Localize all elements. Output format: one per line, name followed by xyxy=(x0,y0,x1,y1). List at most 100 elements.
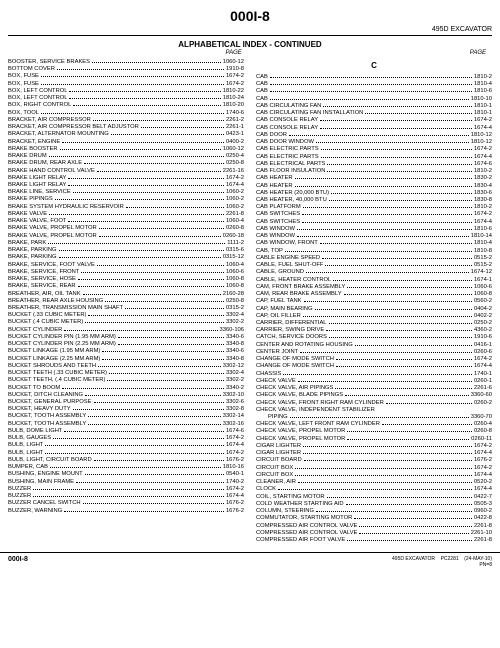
index-entry: CABLE, GROUND1674-12 xyxy=(256,269,492,276)
entry-dots xyxy=(62,388,224,389)
entry-dots xyxy=(320,243,472,244)
entry-label: BUCKET LINKAGE (1.95 MM ARM) xyxy=(8,348,100,355)
index-entry: BRAKE, PARKING0315-6 xyxy=(8,247,244,254)
entry-ref: 4360-2 xyxy=(474,327,492,334)
entry-ref: 1674-4 xyxy=(474,472,492,479)
index-entry: CAB DOOR WINDOW1810-12 xyxy=(256,139,492,146)
entry-label: BRACKET, ENGINE xyxy=(8,139,60,146)
page-label-left: PAGE xyxy=(226,50,242,56)
entry-ref: 1674-6 xyxy=(474,161,492,168)
entry-dots xyxy=(295,178,472,179)
entry-label: BRAKE SYSTEM HYDRAULIC RESERVOIR xyxy=(8,204,124,211)
entry-ref: 1676-2 xyxy=(226,508,244,515)
index-entry: BRAKE, SERVICE, HOSE1060-8 xyxy=(8,276,244,283)
entry-label: COMPRESSED AIR CONTROL VALVE xyxy=(256,530,357,537)
entry-label: BUCKET LINKAGE (2.25 MM ARM) xyxy=(8,356,100,363)
entry-label: BOX, RIGHT CONTROL xyxy=(8,102,71,109)
footer-pn: PN=8 xyxy=(479,562,492,568)
entry-ref: 0505-3 xyxy=(474,501,492,508)
entry-label: CAB xyxy=(256,88,268,95)
entry-label: COMPRESSED AIR FOOT VALVE xyxy=(256,537,345,544)
entry-label: BRAKE LIGHT RELAY xyxy=(8,182,66,189)
entry-label: BULB, LIGHT, CIRCUIT BOARD xyxy=(8,457,92,464)
entry-label: COMMUTATOR, STARTING MOTOR xyxy=(256,515,352,522)
entry-ref: 1674-4 xyxy=(474,125,492,132)
entry-ref: 1060-4 xyxy=(226,262,244,269)
index-entry: BREATHER, AIR, OIL TANK2160-28 xyxy=(8,291,244,298)
entry-label: BRAKE LIGHT RELAY xyxy=(8,175,66,182)
index-entry: BRAKE HAND CONTROL VALVE2261-16 xyxy=(8,168,244,175)
entry-label: BUCKET TEETH (.33 CUBIC METER) xyxy=(8,370,107,377)
index-entry: BUCKET CYLINDER3360-106 xyxy=(8,327,244,334)
entry-dots xyxy=(97,171,221,172)
entry-dots xyxy=(73,409,224,410)
entry-ref: 3302-14 xyxy=(223,413,244,420)
index-entry: CATCH, SERVICE DOORS1910-6 xyxy=(256,334,492,341)
entry-label: BRAKE, SERVICE, FOOT VALVE xyxy=(8,262,95,269)
footer-model: 495D EXCAVATOR xyxy=(392,556,435,562)
entry-ref: 3302-4 xyxy=(226,312,244,319)
entry-dots xyxy=(126,207,224,208)
entry-label: CAB WINDOW, FRONT xyxy=(256,240,318,247)
entry-ref: 1060-4 xyxy=(226,218,244,225)
entry-dots xyxy=(327,164,471,165)
entry-ref: 0422-8 xyxy=(474,515,492,522)
entry-ref: 1810-2 xyxy=(474,204,492,211)
entry-dots xyxy=(41,84,224,85)
entry-label: CAP, OIL FILLER xyxy=(256,313,301,320)
entry-ref: 0515-2 xyxy=(474,262,492,269)
index-entry: COLD WEATHER STARTING AID0505-3 xyxy=(256,501,492,508)
footer-right: 495D EXCAVATOR PC2281 (24-MAY-10) PN=8 xyxy=(392,556,492,568)
section-letter-c: C xyxy=(256,61,492,70)
entry-label: BOX, LEFT CONTROL xyxy=(8,88,67,95)
entry-label: BOX, FUSE xyxy=(8,73,39,80)
entry-ref: 1810-4 xyxy=(474,240,492,247)
entry-label: BRAKE, SERVICE, REAR xyxy=(8,283,76,290)
entry-dots xyxy=(94,460,224,461)
entry-dots xyxy=(97,265,224,266)
index-entry: CAB HEATER, 40,000 BTU1830-8 xyxy=(256,197,492,204)
entry-dots xyxy=(76,482,224,483)
entry-dots xyxy=(333,280,472,281)
entry-ref: 0560-2 xyxy=(474,298,492,305)
entry-ref: 1810-4 xyxy=(474,81,492,88)
entry-dots xyxy=(109,373,224,374)
model-header: 495D EXCAVATOR xyxy=(0,26,500,35)
index-entry: BRAKE BOOSTER1060-12 xyxy=(8,146,244,153)
index-entry: BUCKET (.4 CUBIC METER)3302-2 xyxy=(8,319,244,326)
index-entry: CAB WINDOW1810-14 xyxy=(256,233,492,240)
entry-label: PIPING xyxy=(268,414,288,421)
entry-dots xyxy=(55,199,224,200)
entry-label: BOTTOM COVER xyxy=(8,66,55,73)
index-entry: BOX, TOOL1740-6 xyxy=(8,110,244,117)
entry-ref: 1674-2 xyxy=(226,435,244,442)
entry-label: CARRIER, DIFFERENTIAL xyxy=(256,320,327,327)
entry-dots xyxy=(320,120,472,121)
index-entry: BUCKET CYLINDER PIN (2.25 MM ARM)3340-8 xyxy=(8,341,244,348)
entry-ref: 0960-2 xyxy=(474,508,492,515)
entry-ref: 0250-4 xyxy=(226,153,244,160)
entry-ref: 1830-4 xyxy=(474,183,492,190)
entry-ref: 0315-12 xyxy=(223,254,244,261)
entry-label: CAB, TOP xyxy=(256,248,283,255)
index-entry: CHECK VALVE, PROPEL MOTOR0260-8 xyxy=(256,428,492,435)
entry-dots xyxy=(304,460,472,461)
entry-label: BREATHER, AIR, OIL TANK xyxy=(8,291,81,298)
entry-label: BOOSTER, SERVICE BRAKES xyxy=(8,59,90,66)
entry-label: CAB HEATER, 40,000 BTU xyxy=(256,197,327,204)
entry-dots xyxy=(306,272,469,273)
entry-ref: 1674-2 xyxy=(226,175,244,182)
entry-ref: 1674-4 xyxy=(226,442,244,449)
entry-label: BULB, DOME LIGHT xyxy=(8,428,62,435)
entry-ref: 1060-12 xyxy=(223,59,244,66)
entry-label: CENTER JOINT xyxy=(256,349,298,356)
entry-ref: 1810-6 xyxy=(474,88,492,95)
entry-ref: 3360-70 xyxy=(471,414,492,421)
entry-dots xyxy=(111,134,224,135)
entry-ref: 1060-2 xyxy=(226,204,244,211)
entry-ref: 1810-12 xyxy=(471,139,492,146)
entry-dots xyxy=(125,308,224,309)
entry-label: BUCKET (.4 CUBIC METER) xyxy=(8,319,83,326)
entry-label: BUCKET, GENERAL PURPOSE xyxy=(8,399,92,406)
entry-label: CHECK VALVE, PROPEL MOTOR xyxy=(256,436,345,443)
